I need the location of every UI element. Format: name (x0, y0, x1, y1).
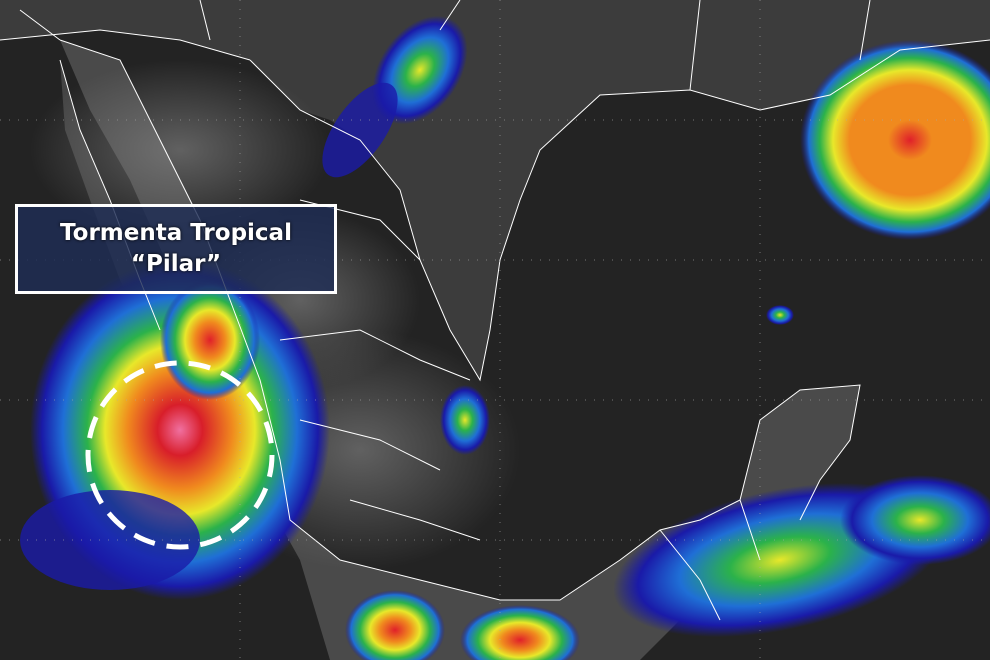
storm-label-line1: Tormenta Tropical (60, 220, 292, 246)
storm-label: Tormenta Tropical “Pilar” (15, 204, 337, 294)
land-usa (0, 0, 990, 380)
storm-label-line2: “Pilar” (130, 251, 222, 277)
cloud-tops (20, 15, 990, 660)
storm-marker-circle (85, 360, 275, 550)
